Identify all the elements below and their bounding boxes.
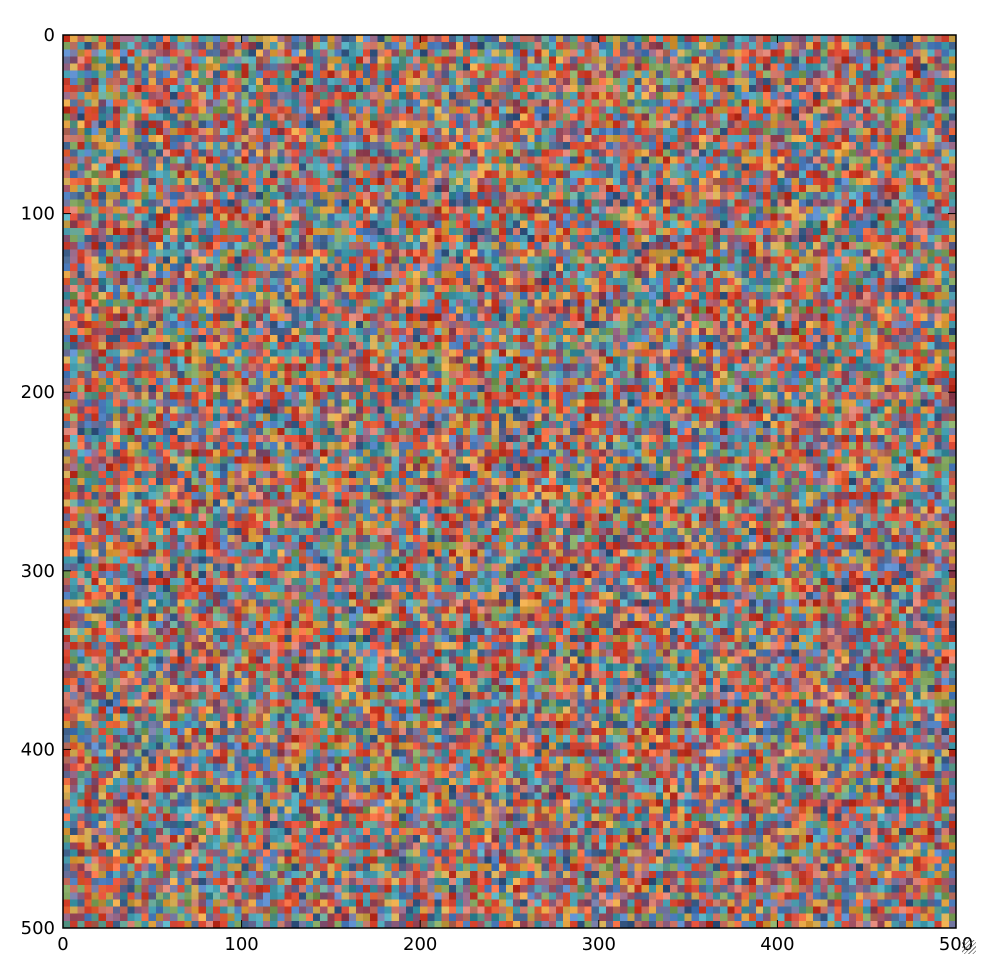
x-tick-label: 300 <box>582 934 616 955</box>
plot-frame <box>62 34 957 929</box>
x-tick-label: 400 <box>760 934 794 955</box>
y-tick-label: 500 <box>21 918 55 939</box>
x-tick-label: 200 <box>403 934 437 955</box>
y-tick-label: 200 <box>21 382 55 403</box>
resize-grip-icon[interactable] <box>962 940 976 954</box>
y-tick-label: 300 <box>21 561 55 582</box>
y-axis-ticks: 0 100 200 300 400 500 <box>21 25 956 939</box>
x-tick-label: 0 <box>57 934 68 955</box>
y-tick-label: 400 <box>21 739 55 760</box>
x-axis-ticks: 0 100 200 300 400 500 <box>57 35 973 955</box>
heatmap-image <box>63 35 956 928</box>
y-tick-label: 0 <box>44 25 55 46</box>
x-tick-label: 100 <box>224 934 258 955</box>
plot-area <box>63 35 956 928</box>
y-tick-label: 100 <box>21 204 55 225</box>
